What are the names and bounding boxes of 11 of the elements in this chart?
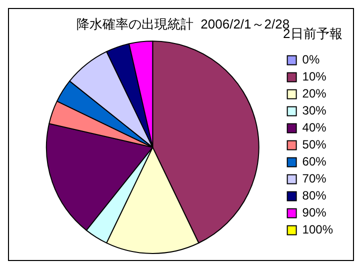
legend-label: 50% bbox=[302, 138, 327, 152]
legend-label: 70% bbox=[302, 172, 327, 186]
legend-label: 10% bbox=[302, 70, 327, 84]
legend-label: 60% bbox=[302, 154, 327, 169]
legend-label: 80% bbox=[302, 188, 327, 203]
legend-label: 100% bbox=[302, 222, 334, 237]
legend-label: 40% bbox=[302, 120, 327, 135]
legend-label: 0% bbox=[302, 52, 320, 67]
legend-label: 30% bbox=[302, 104, 327, 118]
legend-label: 90% bbox=[302, 206, 327, 220]
legend-label: 20% bbox=[302, 86, 327, 101]
